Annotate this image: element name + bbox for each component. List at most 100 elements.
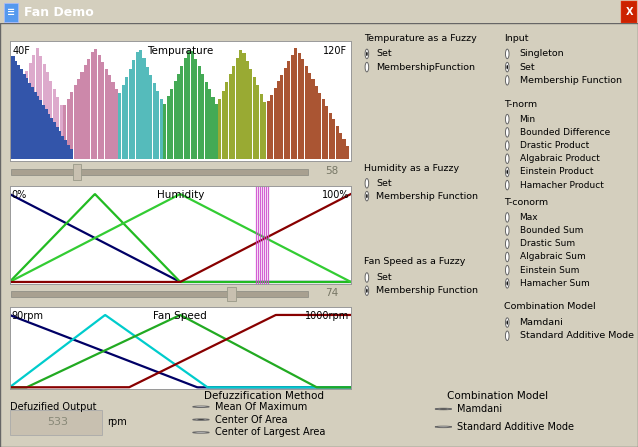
Text: Combination Model: Combination Model <box>505 303 596 312</box>
Bar <box>249 69 253 159</box>
Bar <box>198 66 201 159</box>
Bar <box>329 113 332 159</box>
Text: Fan Demo: Fan Demo <box>24 6 94 19</box>
Text: Set: Set <box>376 273 392 282</box>
Bar <box>87 59 91 159</box>
Bar <box>77 79 80 159</box>
Circle shape <box>505 62 509 72</box>
Circle shape <box>505 266 509 275</box>
Bar <box>70 92 73 159</box>
Bar <box>222 91 225 159</box>
Bar <box>53 89 56 159</box>
Text: T-norm: T-norm <box>505 100 538 109</box>
Bar <box>39 56 42 159</box>
Bar <box>43 64 45 159</box>
Bar <box>132 60 135 159</box>
Text: rpm: rpm <box>107 417 127 427</box>
Text: 40F: 40F <box>13 46 31 56</box>
Bar <box>242 53 246 159</box>
Bar <box>146 67 149 159</box>
Bar <box>73 85 77 159</box>
Circle shape <box>193 432 209 433</box>
Bar <box>256 85 259 159</box>
Circle shape <box>365 62 369 72</box>
Text: T-conorm: T-conorm <box>505 198 549 207</box>
Bar <box>31 87 34 159</box>
Text: Algabraic Product: Algabraic Product <box>519 154 600 163</box>
Bar <box>142 59 145 159</box>
Text: Standard Additive Mode: Standard Additive Mode <box>457 422 574 432</box>
Bar <box>332 119 335 159</box>
Text: Humidity as a Fuzzy: Humidity as a Fuzzy <box>364 164 459 173</box>
Text: Membership Function: Membership Function <box>376 192 478 201</box>
Bar <box>80 72 84 159</box>
Circle shape <box>197 419 205 420</box>
Bar <box>14 61 17 159</box>
Bar <box>177 73 180 159</box>
Bar <box>218 99 221 159</box>
Circle shape <box>365 273 369 282</box>
Bar <box>287 62 290 159</box>
Circle shape <box>435 408 452 410</box>
Circle shape <box>505 76 509 85</box>
Text: ≡: ≡ <box>7 7 15 17</box>
Text: Tempurature as a Fuzzy: Tempurature as a Fuzzy <box>364 34 477 43</box>
Bar <box>28 83 31 159</box>
Text: Membership Function: Membership Function <box>376 286 478 295</box>
Bar <box>188 51 190 159</box>
Bar <box>239 50 242 159</box>
Bar <box>29 63 32 159</box>
Circle shape <box>365 49 369 59</box>
Bar <box>308 73 311 159</box>
Bar <box>350 152 352 159</box>
Bar <box>277 81 280 159</box>
Bar <box>274 88 277 159</box>
Bar <box>253 77 256 159</box>
Bar <box>47 114 50 159</box>
Bar <box>284 68 287 159</box>
Bar <box>322 99 325 159</box>
Circle shape <box>505 167 509 177</box>
Text: Defuzzification Method: Defuzzification Method <box>204 391 324 401</box>
Bar <box>17 65 20 159</box>
Bar <box>339 133 342 159</box>
Bar <box>56 127 59 159</box>
Bar <box>174 81 177 159</box>
Bar <box>64 140 67 159</box>
Text: Set: Set <box>376 179 392 188</box>
Bar <box>19 88 22 159</box>
Bar <box>66 99 70 159</box>
Text: Tempurature: Tempurature <box>147 46 213 56</box>
Bar <box>225 83 228 159</box>
Bar <box>61 136 64 159</box>
Text: Singleton: Singleton <box>519 50 564 59</box>
Bar <box>36 96 40 159</box>
Bar <box>315 86 318 159</box>
Bar <box>208 89 211 159</box>
Text: 100%: 100% <box>322 190 349 200</box>
Bar <box>167 96 170 159</box>
Circle shape <box>505 181 509 190</box>
Bar <box>170 89 173 159</box>
Text: Mamdani: Mamdani <box>519 318 563 327</box>
Bar <box>15 96 18 159</box>
Text: 0%: 0% <box>11 190 27 200</box>
Circle shape <box>505 278 509 288</box>
Circle shape <box>193 419 209 420</box>
Bar <box>294 48 297 159</box>
Text: Hamacher Product: Hamacher Product <box>519 181 604 190</box>
Text: 1000rpm: 1000rpm <box>305 311 349 321</box>
Text: Input: Input <box>505 34 529 43</box>
Text: Min: Min <box>519 114 536 124</box>
Bar <box>160 99 163 159</box>
Circle shape <box>365 191 369 201</box>
Bar <box>298 53 300 159</box>
Circle shape <box>365 178 369 188</box>
Bar <box>232 66 235 159</box>
Bar <box>343 139 346 159</box>
Circle shape <box>366 194 367 198</box>
Bar <box>129 68 132 159</box>
Bar <box>73 164 81 180</box>
Bar <box>301 59 304 159</box>
Bar <box>45 109 48 159</box>
